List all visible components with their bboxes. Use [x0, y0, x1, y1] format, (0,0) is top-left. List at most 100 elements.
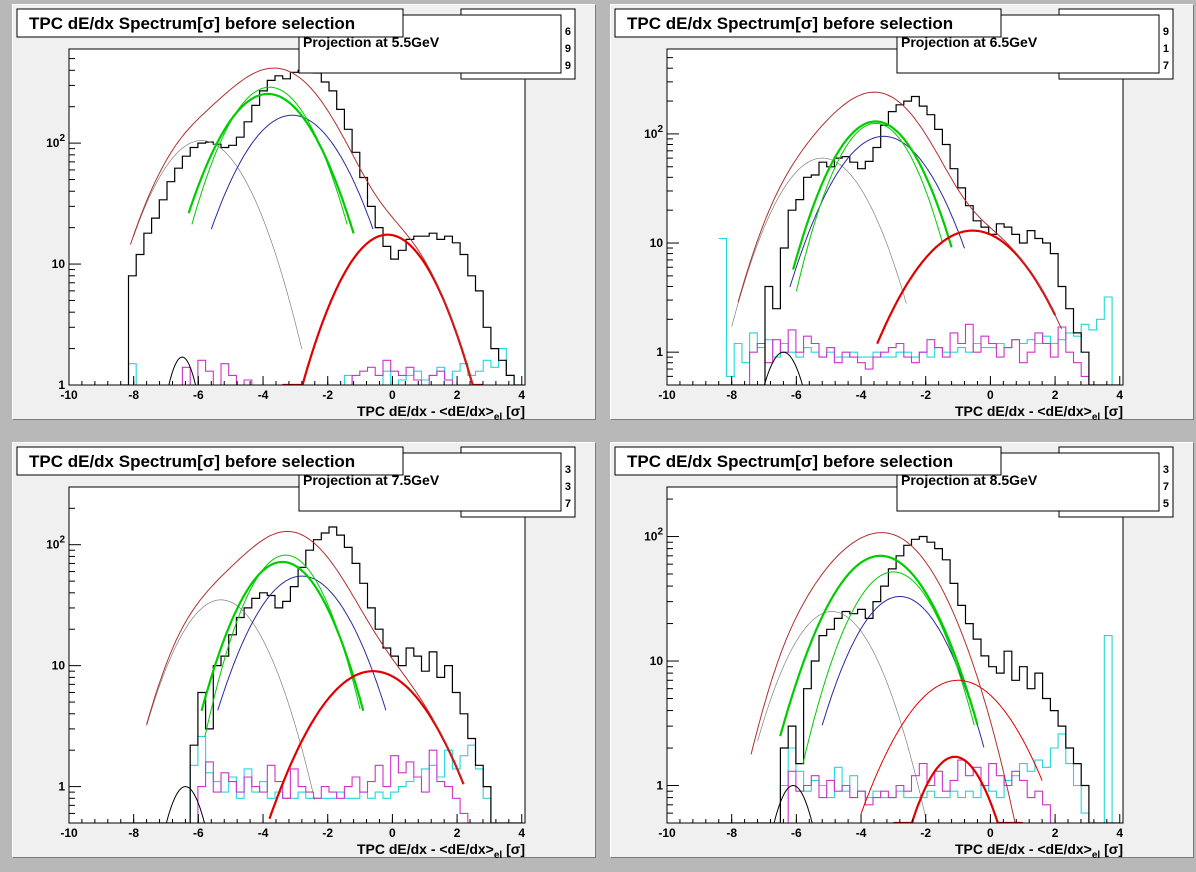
curve-blue [217, 575, 387, 711]
series-black-hist [718, 535, 1120, 823]
curve-grey [731, 157, 907, 327]
stat-entry-digit: 9 [565, 60, 571, 72]
pad-8-5gev: -10 -8 -6 -4 -2 0 2 4 1 10 102 TPC dE/dx - <dE/dx>e… [610, 442, 1194, 859]
y-tick-label: 10 [52, 257, 66, 271]
title-box [614, 8, 1002, 38]
y-tick-label: 1 [656, 779, 663, 793]
x-tick-label: -4 [856, 388, 867, 402]
series-cyan-hist [718, 635, 1120, 823]
curve-blue [210, 114, 374, 230]
x-tick-label: -6 [193, 388, 204, 402]
x-tick-label: -8 [726, 388, 737, 402]
x-tick-label: -10 [658, 388, 676, 402]
x-tick-label: 0 [389, 826, 396, 840]
x-tick-label: -10 [60, 388, 78, 402]
x-axis-title: TPC dE/dx - <dE/dx>el [σ] [357, 403, 525, 421]
series-magenta-hist [120, 749, 522, 823]
chart-title: TPC dE/dx Spectrum[σ] before selection [29, 452, 355, 471]
series-black-hist [718, 95, 1120, 385]
stat-entry-digit: 5 [1163, 498, 1169, 510]
series-magenta-hist [718, 323, 1120, 385]
title-box [614, 446, 1002, 476]
x-tick-label: -4 [258, 826, 269, 840]
stat-entry-digit: 7 [1163, 60, 1169, 72]
x-tick-label: 0 [987, 826, 994, 840]
stat-entry-digit: 3 [1163, 464, 1169, 476]
y-tick-label: 10 [52, 659, 66, 673]
y-tick-label: 102 [46, 133, 65, 150]
curve-green-thick [779, 554, 979, 737]
plot-area [666, 48, 1124, 386]
curve-black-small [159, 356, 205, 385]
series-black-hist [120, 526, 522, 823]
y-tick-label: 10 [650, 236, 664, 250]
curve-green-thin [802, 571, 975, 765]
series-cyan-hist [120, 348, 522, 385]
x-axis-title: TPC dE/dx - <dE/dx>el [σ] [357, 841, 525, 859]
curve-overall [146, 530, 465, 785]
x-tick-label: 4 [1116, 826, 1123, 840]
curve-grey [146, 599, 316, 801]
x-tick-label: -8 [128, 388, 139, 402]
x-tick-label: -2 [322, 826, 333, 840]
stat-entry-digit: 3 [565, 464, 571, 476]
x-tick-label: -6 [791, 388, 802, 402]
curve-green-thick [187, 92, 355, 234]
stat-entry-digit: 6 [565, 26, 571, 38]
x-tick-label: -4 [258, 388, 269, 402]
x-tick-label: -6 [193, 826, 204, 840]
pad-5-5gev: -10 -8 -6 -4 -2 0 2 4 1 10 102 TPC dE/dx - <dE/dx>e… [12, 4, 596, 421]
x-tick-label: -8 [726, 826, 737, 840]
chart-svg: -10 -8 -6 -4 -2 0 2 4 1 10 102 TPC dE/dx - <dE/dx>e… [614, 446, 1174, 859]
plot-area [666, 486, 1124, 824]
stat-entry-digit: 9 [565, 43, 571, 55]
x-tick-label: -6 [791, 826, 802, 840]
curve-green-thin [795, 122, 943, 292]
curve-red [893, 755, 1023, 823]
stat-label: Projection at 6.5GeV [901, 34, 1038, 50]
curve-green-thick [200, 560, 365, 712]
curve-black-small [764, 785, 819, 823]
series-magenta-hist [120, 359, 522, 385]
stat-label: Projection at 7.5GeV [303, 472, 440, 488]
x-tick-label: -2 [322, 388, 333, 402]
x-tick-label: 4 [1116, 388, 1123, 402]
plot-content [120, 526, 522, 823]
y-tick-label: 102 [46, 535, 65, 552]
y-tick-label: 1 [58, 780, 65, 794]
stat-label: Projection at 5.5GeV [303, 34, 440, 50]
curve-red-thin [860, 679, 1043, 814]
curve-overall [129, 67, 483, 385]
chart-svg: -10 -8 -6 -4 -2 0 2 4 1 10 102 TPC dE/dx - <dE/dx>e… [16, 446, 576, 859]
plot-area [68, 486, 526, 824]
curve-grey [133, 140, 303, 350]
pad-6-5gev: -10 -8 -6 -4 -2 0 2 4 1 10 102 TPC dE/dx - <dE/dx>e… [610, 4, 1194, 421]
series-magenta-hist [718, 759, 1120, 823]
chart-title: TPC dE/dx Spectrum[σ] before selection [627, 452, 953, 471]
x-tick-label: -10 [60, 826, 78, 840]
chart-title: TPC dE/dx Spectrum[σ] before selection [627, 14, 953, 33]
x-tick-label: 2 [1052, 388, 1059, 402]
chart-svg: -10 -8 -6 -4 -2 0 2 4 1 10 102 TPC dE/dx - <dE/dx>e… [614, 8, 1174, 421]
curve-overall [737, 91, 1063, 330]
curve-black-small [754, 351, 810, 385]
y-tick-label: 1 [58, 378, 65, 392]
stat-entry-digit: 1 [1163, 43, 1169, 55]
curve-red [268, 670, 465, 820]
curve-overall [750, 532, 1049, 823]
stat-entry-digit: 9 [1163, 26, 1169, 38]
x-tick-label: -2 [920, 388, 931, 402]
plot-content [718, 91, 1120, 385]
y-tick-label: 10 [650, 654, 664, 668]
y-tick-label: 102 [644, 527, 663, 544]
x-tick-label: -2 [920, 826, 931, 840]
stat-label: Projection at 8.5GeV [901, 472, 1038, 488]
chart-title: TPC dE/dx Spectrum[σ] before selection [29, 14, 355, 33]
x-tick-label: -8 [128, 826, 139, 840]
stat-entry-digit: 7 [1163, 481, 1169, 493]
curve-green-thick [792, 120, 953, 270]
y-tick-label: 102 [644, 124, 663, 141]
stat-entry-digit: 3 [565, 481, 571, 493]
x-tick-label: -10 [658, 826, 676, 840]
